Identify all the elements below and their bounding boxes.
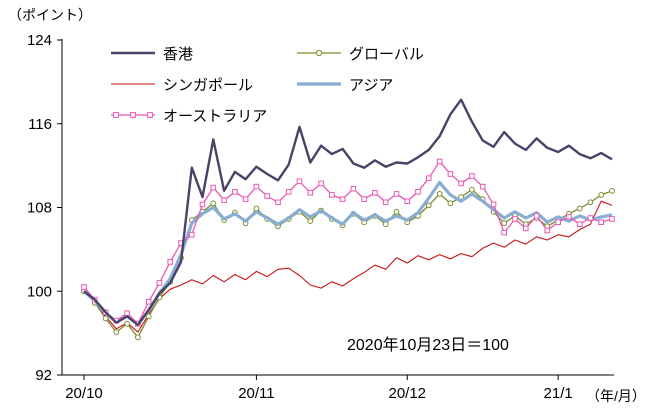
legend-line-sample-icon bbox=[111, 112, 155, 118]
y-tick-label: 116 bbox=[28, 116, 52, 133]
y-tick-label: 100 bbox=[27, 283, 52, 300]
legend-line-sample-icon bbox=[297, 49, 341, 57]
x-axis-unit-label: （年/月） bbox=[586, 388, 646, 404]
axes bbox=[57, 39, 614, 380]
series-global bbox=[81, 186, 615, 341]
legend-item-hongkong: 香港 bbox=[110, 42, 272, 64]
legend: 香港 シンガポール オーストラリア グローバル アジア bbox=[110, 42, 458, 126]
series-hongkong bbox=[83, 98, 613, 326]
legend-label-asia: アジア bbox=[349, 76, 394, 94]
y-tick-label: 124 bbox=[27, 32, 52, 49]
y-axis-unit-label: （ポイント） bbox=[8, 7, 92, 23]
legend-label-global: グローバル bbox=[349, 45, 424, 63]
legend-item-asia: アジア bbox=[296, 73, 458, 95]
legend-label-singapore: シンガポール bbox=[163, 76, 254, 94]
annotation-base-date: 2020年10月23日＝100 bbox=[347, 337, 509, 354]
legend-item-singapore: シンガポール bbox=[110, 73, 272, 95]
legend-item-global: グローバル bbox=[296, 42, 458, 64]
legend-item-australia: オーストラリア bbox=[110, 104, 272, 126]
legend-column: グローバル アジア bbox=[296, 42, 458, 126]
legend-line-sample-icon bbox=[111, 83, 155, 85]
x-tick-label: 20/12 bbox=[388, 385, 426, 402]
legend-line-sample-icon bbox=[111, 51, 155, 55]
legend-column: 香港シンガポール オーストラリア bbox=[110, 42, 272, 126]
series-singapore bbox=[83, 200, 613, 333]
legend-line-sample-icon bbox=[297, 82, 341, 86]
y-tick-label: 92 bbox=[35, 367, 52, 384]
series-asia bbox=[82, 180, 613, 327]
x-tick-label: 20/11 bbox=[238, 385, 274, 402]
y-tick-label: 108 bbox=[27, 200, 52, 217]
x-tick-label: 21/1 bbox=[544, 385, 573, 402]
legend-label-hongkong: 香港 bbox=[163, 45, 194, 63]
series-australia bbox=[81, 158, 615, 327]
legend-label-australia: オーストラリア bbox=[163, 107, 268, 125]
x-tick-label: 20/10 bbox=[65, 385, 103, 402]
